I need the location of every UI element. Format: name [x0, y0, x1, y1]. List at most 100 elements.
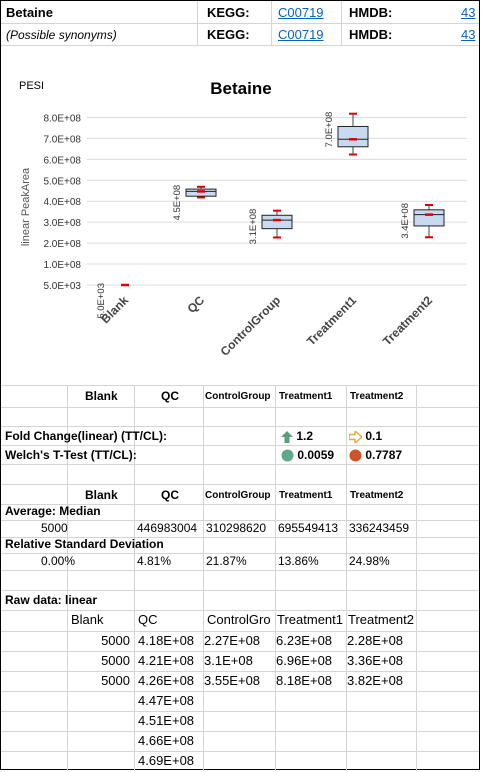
- box-treatment1: 7.0E+08: [324, 112, 369, 156]
- red-circle-icon: [349, 449, 362, 462]
- y-tick-label: 5.0E+03: [43, 281, 81, 292]
- kegg-link[interactable]: C00719: [278, 27, 324, 42]
- raw-header-control: ControlGro: [207, 612, 271, 627]
- box-body: [337, 125, 369, 148]
- row-divider: [1, 45, 479, 46]
- raw-header-qc: QC: [138, 612, 158, 627]
- box-qc: 4.5E+08: [172, 185, 217, 221]
- synonyms-label: (Possible synonyms): [6, 28, 117, 42]
- y-tick-label: 5.0E+08: [43, 176, 81, 187]
- raw-cell: 4.26E+08: [138, 673, 195, 688]
- raw-cell: 8.18E+08: [276, 673, 333, 688]
- chart-title: Betaine: [210, 79, 271, 98]
- y-tick-label: 6.0E+08: [43, 155, 81, 166]
- corner-label: PESI: [19, 80, 44, 92]
- y-axis-label: linear PeakArea: [20, 167, 32, 246]
- data-label: 3.1E+08: [248, 209, 259, 245]
- rsd-blank: 0.00%: [41, 554, 76, 568]
- average-t1: 695549413: [278, 521, 339, 535]
- y-tick-label: 3.0E+08: [43, 218, 81, 229]
- welch-t1-value: 0.0059: [297, 448, 335, 462]
- hmdb-link[interactable]: 43: [461, 27, 476, 42]
- box-plot-chart: PESI Betaine linear PeakArea 5.0E+03 1.0E…: [19, 79, 467, 359]
- boxes: 5.0E+03 4.5E+08 3.1E+08 7.0E+08 3.4E+08: [96, 112, 445, 319]
- raw-cell: 5000: [101, 673, 130, 688]
- average-label: Average: Median: [5, 504, 101, 518]
- data-label: 7.0E+08: [324, 112, 335, 148]
- average-t2: 336243459: [349, 521, 410, 535]
- raw-cell: 4.21E+08: [138, 653, 195, 668]
- welch-t2: 0.7787: [349, 446, 402, 464]
- fold-change-t1-value: 1.2: [296, 429, 314, 443]
- x-tick-labels: Blank QC ControlGroup Treatment1 Treatment2: [98, 293, 435, 359]
- y-tick-label: 7.0E+08: [43, 134, 81, 145]
- kegg-label: KEGG:: [207, 27, 250, 42]
- raw-cell: 3.55E+08: [204, 673, 261, 688]
- raw-cell: 5000: [101, 633, 130, 648]
- col-header-t2: Treatment2: [350, 490, 404, 501]
- rsd-control: 21.87%: [206, 554, 247, 568]
- raw-cell: 2.28E+08: [347, 633, 404, 648]
- average-blank: 5000: [41, 521, 68, 535]
- col-header-qc: QC: [161, 389, 179, 403]
- x-tick-label: Treatment2: [380, 293, 435, 348]
- raw-header-t2: Treatment2: [348, 612, 414, 627]
- kegg-label: KEGG:: [207, 5, 250, 20]
- raw-cell: 6.96E+08: [276, 653, 333, 668]
- col-divider: [197, 1, 198, 45]
- gridlines: [87, 116, 467, 286]
- col-divider: [271, 1, 272, 45]
- welch-t2-value: 0.7787: [365, 448, 403, 462]
- data-label: 5.0E+03: [96, 283, 107, 319]
- right-arrow-icon: [349, 430, 362, 443]
- rsd-qc: 4.81%: [137, 554, 172, 568]
- average-qc: 446983004: [137, 521, 198, 535]
- welch-label: Welch's T-Test (TT/CL):: [5, 448, 137, 462]
- x-tick-label: Treatment1: [304, 293, 359, 348]
- y-tick-labels: 5.0E+03 1.0E+08 2.0E+08 3.0E+08 4.0E+08 5.0E+…: [43, 113, 81, 292]
- raw-cell: 2.27E+08: [204, 633, 261, 648]
- data-label: 4.5E+08: [172, 185, 183, 221]
- x-tick-label: ControlGroup: [218, 293, 284, 359]
- fold-change-label: Fold Change(linear) (TT/CL):: [5, 429, 167, 443]
- kegg-link[interactable]: C00719: [278, 5, 324, 20]
- compound-name: Betaine: [6, 5, 53, 20]
- raw-cell: 6.23E+08: [276, 633, 333, 648]
- raw-cell: 4.47E+08: [138, 693, 195, 708]
- green-circle-icon: [281, 449, 294, 462]
- y-tick-label: 2.0E+08: [43, 239, 81, 250]
- col-header-qc: QC: [161, 488, 179, 502]
- y-tick-label: 1.0E+08: [43, 260, 81, 271]
- welch-t1: 0.0059: [281, 446, 334, 464]
- col-header-control: ControlGroup: [205, 391, 271, 402]
- hmdb-label: HMDB:: [349, 5, 393, 20]
- raw-data-label: Raw data: linear: [5, 593, 98, 607]
- fold-change-t2-value: 0.1: [365, 429, 383, 443]
- box-controlgroup: 3.1E+08: [248, 209, 293, 245]
- raw-header-blank: Blank: [71, 612, 104, 627]
- col-header-blank: Blank: [85, 488, 118, 502]
- raw-cell: 3.1E+08: [204, 653, 253, 668]
- col-header-t1: Treatment1: [279, 391, 333, 402]
- col-header-control: ControlGroup: [205, 490, 271, 501]
- box-body: [185, 188, 217, 197]
- data-label: 3.4E+08: [400, 203, 411, 239]
- raw-header-t1: Treatment1: [277, 612, 343, 627]
- col-divider: [341, 1, 342, 45]
- hmdb-label: HMDB:: [349, 27, 393, 42]
- up-arrow-icon: [281, 430, 293, 443]
- raw-cell: 3.36E+08: [347, 653, 404, 668]
- col-header-t1: Treatment1: [279, 490, 333, 501]
- hmdb-link[interactable]: 43: [461, 5, 476, 20]
- col-header-blank: Blank: [85, 389, 118, 403]
- raw-cell: 4.18E+08: [138, 633, 195, 648]
- raw-cell: 5000: [101, 653, 130, 668]
- raw-cell: 4.51E+08: [138, 713, 195, 728]
- raw-cell: 4.66E+08: [138, 733, 195, 748]
- rsd-t2: 24.98%: [349, 554, 390, 568]
- y-tick-label: 4.0E+08: [43, 197, 81, 208]
- rsd-t1: 13.86%: [278, 554, 319, 568]
- y-tick-label: 8.0E+08: [43, 113, 81, 124]
- box-treatment2: 3.4E+08: [400, 203, 445, 239]
